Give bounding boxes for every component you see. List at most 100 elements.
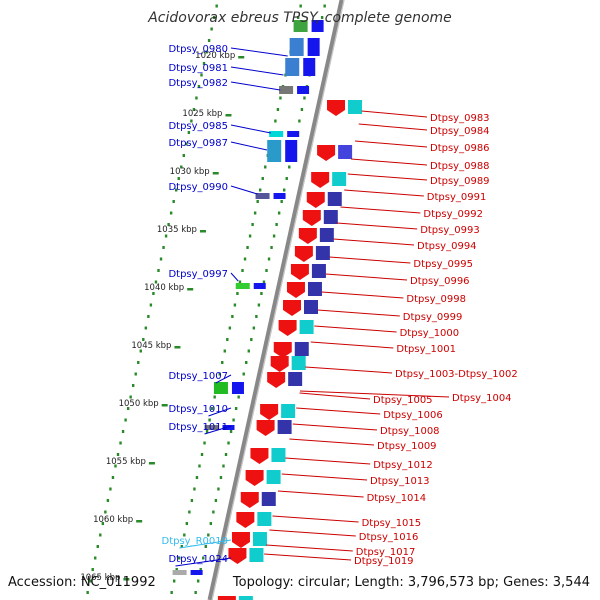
ruler-label: 1035 kbp [157, 225, 197, 235]
leader-line [215, 374, 232, 384]
gene-label-right: Dtpsy_1001 [396, 344, 456, 355]
inner-tick-ring-dot [137, 361, 140, 364]
outer-tick-ring-dot [298, 119, 301, 123]
mid-tick-ring-dot [226, 338, 229, 341]
mid-tick-ring-dot [279, 96, 282, 100]
mid-tick-ring-dot [261, 177, 264, 180]
outer-tick-ring-dot [224, 453, 228, 456]
gene-block [338, 145, 353, 159]
gene-block [190, 570, 203, 575]
gene-arrow [270, 356, 289, 372]
accession-text: Accession: NC_011992 [8, 575, 156, 590]
inner-tick-ring-dot [96, 545, 99, 548]
gene-arrow [302, 210, 321, 226]
leader-line [296, 407, 381, 415]
outer-tick-ring-dot [232, 418, 235, 422]
mid-tick-ring-dot [274, 119, 277, 123]
mid-tick-ring-dot [259, 188, 262, 192]
gene-block [303, 58, 316, 76]
inner-tick-ring-dot [142, 338, 145, 341]
ruler-label: 1020 kbp [195, 51, 235, 61]
gene-block [255, 193, 270, 199]
inner-tick-ring-dot [109, 487, 112, 491]
gene-label-right: Dtpsy_1015 [362, 518, 422, 529]
gene-arrow [311, 172, 330, 188]
mid-tick-ring-dot [175, 568, 178, 571]
mid-tick-ring-dot [223, 349, 226, 353]
gene-label-right: Dtpsy_0999 [403, 312, 463, 323]
leader-line [230, 81, 281, 91]
leader-line [285, 457, 371, 465]
gene-label-left: Dtpsy_1011 [168, 422, 228, 433]
inner-tick-ring-dot [124, 418, 127, 422]
ruler-label: 1055 kbp [106, 457, 146, 467]
ruler-tick [136, 520, 143, 523]
mid-tick-ring-dot [296, 16, 300, 19]
outer-tick-ring-dot [204, 545, 207, 548]
gene-block [266, 470, 281, 484]
leader-line [266, 544, 353, 552]
gene-label-left: Dtpsy_0990 [168, 182, 228, 193]
topology-summary: Topology: circular; Length: 3,796,573 bp… [232, 575, 590, 590]
leader-line [277, 490, 364, 498]
gene-arrow [294, 246, 313, 262]
leader-line [230, 141, 268, 151]
outer-tick-ring-dot [323, 4, 326, 8]
gene-label-right: Dtpsy_0998 [406, 294, 466, 305]
inner-tick-ring-dot [175, 188, 178, 192]
inner-tick-ring-dot [106, 499, 110, 502]
mid-tick-ring-dot [236, 292, 239, 295]
gene-block [172, 570, 187, 575]
outer-tick-ring-dot [247, 349, 250, 353]
gene-block [291, 356, 306, 370]
outer-tick-ring-dot [285, 177, 288, 180]
ruler-label: 1050 kbp [119, 399, 159, 409]
gene-label-right: Dtpsy_0996 [410, 276, 470, 287]
gene-label-left: Dtpsy_1007 [168, 371, 228, 382]
outer-tick-ring-dot [245, 361, 248, 364]
gene-arrow [267, 372, 286, 388]
gene-label-right: Dtpsy_1013 [370, 476, 430, 487]
leader-line [230, 66, 284, 76]
mid-tick-ring-dot [276, 108, 280, 111]
mid-tick-ring-dot [172, 579, 176, 583]
inner-tick-ring-dot [86, 591, 89, 594]
leader-line [299, 392, 371, 400]
gene-label-right: Dtpsy_0986 [430, 143, 490, 154]
inner-tick-ring-dot [101, 522, 105, 525]
gene-block [323, 210, 338, 224]
mid-tick-ring-dot [213, 395, 216, 399]
mid-tick-ring-dot [185, 522, 189, 525]
gene-block [311, 20, 324, 32]
gene-block [294, 342, 309, 356]
gene-block [311, 264, 326, 278]
gene-arrow [273, 342, 292, 358]
leader-line [264, 553, 352, 561]
inner-tick-ring-dot [200, 73, 203, 77]
gene-block [297, 86, 310, 94]
leader-line [208, 407, 232, 417]
gene-block [348, 100, 362, 114]
gene-label-left: Dtpsy_0997 [168, 269, 228, 280]
outer-tick-ring-dot [280, 200, 283, 203]
outer-tick-ring-dot [255, 315, 258, 318]
ruler-tick [148, 462, 155, 465]
mid-tick-ring-dot [243, 257, 247, 261]
gene-block [315, 246, 330, 260]
gene-block [299, 320, 314, 334]
gene-block [319, 228, 334, 242]
inner-tick-ring-dot [121, 430, 125, 433]
mid-tick-ring-dot [205, 430, 209, 433]
inner-tick-ring-dot [185, 142, 188, 146]
inner-tick-ring-dot [212, 16, 216, 19]
leader-line [204, 425, 232, 435]
outer-tick-ring-dot [303, 96, 306, 100]
inner-tick-ring-dot [202, 62, 206, 65]
genome-backbone-highlight [211, 0, 345, 600]
ruler-tick [199, 230, 206, 233]
gene-label-right: Dtpsy_1019 [354, 556, 414, 567]
gene-label-right: Dtpsy_1012 [373, 460, 433, 471]
inner-tick-ring-dot [190, 119, 193, 123]
gene-block [269, 131, 284, 137]
gene-block [287, 131, 300, 137]
